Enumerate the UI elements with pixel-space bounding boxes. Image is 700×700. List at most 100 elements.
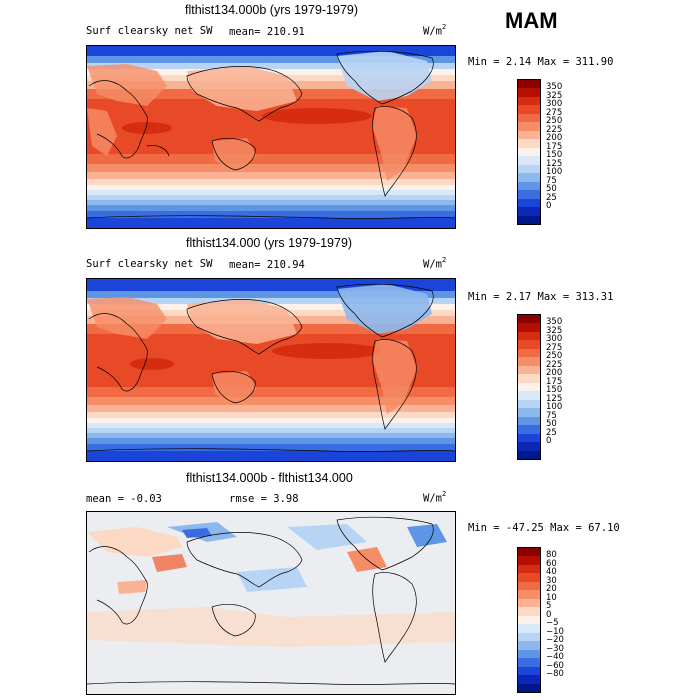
panel1-band xyxy=(87,154,455,164)
panel2-land xyxy=(187,299,297,344)
colorbar-segment xyxy=(518,105,540,114)
panel1-map xyxy=(86,45,456,229)
colorbar-segment xyxy=(518,675,540,684)
panel1-band xyxy=(87,218,455,228)
colorbar-label: 0 xyxy=(546,609,552,620)
colorbar-label: −30 xyxy=(546,643,564,654)
panel2-band xyxy=(87,405,455,412)
colorbar-label: 75 xyxy=(546,175,557,186)
colorbar-segment xyxy=(518,139,540,148)
panel2-land xyxy=(337,284,432,334)
colorbar-segment xyxy=(518,416,540,426)
panel2-variable-label: Surf clearsky net SW xyxy=(86,258,213,270)
colorbar-segment xyxy=(518,450,540,459)
colorbar-segment xyxy=(518,399,540,409)
colorbar-segment xyxy=(518,357,540,366)
colorbar-label: 175 xyxy=(546,376,563,387)
colorbar-segment xyxy=(518,624,540,633)
colorbar-label: 275 xyxy=(546,107,563,118)
panel3-colorbar xyxy=(517,547,541,693)
panel2-title: flthist134.000 (yrs 1979-1979) xyxy=(186,236,353,250)
panel2-band xyxy=(87,397,455,405)
panel2-colorbar xyxy=(517,314,541,460)
colorbar-label: −60 xyxy=(546,660,564,671)
panel1-band xyxy=(87,164,455,172)
colorbar-segment xyxy=(518,658,540,667)
colorbar-label: 225 xyxy=(546,124,563,135)
colorbar-segment xyxy=(518,80,540,89)
colorbar-segment xyxy=(518,556,540,565)
panel3-minmax: Min = -47.25 Max = 67.10 xyxy=(468,522,620,534)
colorbar-segment xyxy=(518,340,540,349)
colorbar-segment xyxy=(518,590,540,599)
colorbar-label: −5 xyxy=(546,618,559,629)
panel2-land xyxy=(87,297,167,339)
panel2-band xyxy=(87,291,455,298)
colorbar-label: 40 xyxy=(546,567,557,578)
colorbar-segment xyxy=(518,348,540,358)
colorbar-segment xyxy=(518,147,540,157)
colorbar-label: 100 xyxy=(546,402,563,413)
panel1-band xyxy=(87,200,455,205)
colorbar-segment xyxy=(518,666,540,676)
colorbar-segment xyxy=(518,607,540,616)
colorbar-label: 300 xyxy=(546,334,563,345)
colorbar-segment xyxy=(518,573,540,582)
panel2-map xyxy=(86,278,456,462)
panel2-band xyxy=(87,423,455,428)
colorbar-segment xyxy=(518,113,540,123)
colorbar-label: 75 xyxy=(546,410,557,421)
panel3-map-svg xyxy=(87,512,455,694)
panel1-land xyxy=(87,108,117,156)
panel2-band xyxy=(87,438,455,444)
panel3-patch xyxy=(87,607,455,647)
colorbar-label: 100 xyxy=(546,167,563,178)
panel1-land xyxy=(337,51,432,101)
panel1-land xyxy=(87,64,167,106)
panel3-map xyxy=(86,511,456,695)
panel1-band xyxy=(87,63,455,69)
panel1-band xyxy=(87,205,455,211)
panel1-band xyxy=(87,172,455,179)
panel3-patch xyxy=(237,567,307,592)
colorbar-label: 325 xyxy=(546,90,563,101)
colorbar-label: 5 xyxy=(546,601,552,612)
panel2-blob xyxy=(272,343,382,359)
colorbar-segment xyxy=(518,156,540,165)
colorbar-label: 300 xyxy=(546,99,563,110)
panel3-units: W/m2 xyxy=(423,490,447,505)
colorbar-label: 175 xyxy=(546,141,563,152)
panel1-band xyxy=(87,179,455,185)
colorbar-segment xyxy=(518,391,540,400)
colorbar-label: 325 xyxy=(546,325,563,336)
colorbar-label: −20 xyxy=(546,635,564,646)
panel1-map-svg xyxy=(87,46,455,228)
colorbar-label: 80 xyxy=(546,550,557,561)
panel1-band xyxy=(87,46,455,56)
panel2-coastlines xyxy=(87,283,455,452)
colorbar-segment xyxy=(518,365,540,375)
colorbar-segment xyxy=(518,548,540,557)
panel1-blob xyxy=(262,108,372,124)
panel2-land xyxy=(372,339,417,414)
panel1-band xyxy=(87,211,455,218)
colorbar-segment xyxy=(518,96,540,106)
panel2-blob xyxy=(130,358,174,370)
colorbar-segment xyxy=(518,88,540,97)
colorbar-label: 20 xyxy=(546,584,557,595)
colorbar-segment xyxy=(518,425,540,434)
colorbar-label: 350 xyxy=(546,82,563,93)
season-label: MAM xyxy=(505,8,558,33)
panel1-blob xyxy=(122,122,172,134)
colorbar-segment xyxy=(518,215,540,224)
panel3-patch xyxy=(287,524,367,550)
panel3-patch xyxy=(407,524,447,547)
colorbar-segment xyxy=(518,207,540,216)
colorbar-segment xyxy=(518,598,540,608)
colorbar-label: 50 xyxy=(546,184,557,195)
panel1-band xyxy=(87,190,455,195)
colorbar-segment xyxy=(518,173,540,182)
colorbar-segment xyxy=(518,190,540,199)
colorbar-segment xyxy=(518,683,540,692)
panel2-band xyxy=(87,412,455,418)
